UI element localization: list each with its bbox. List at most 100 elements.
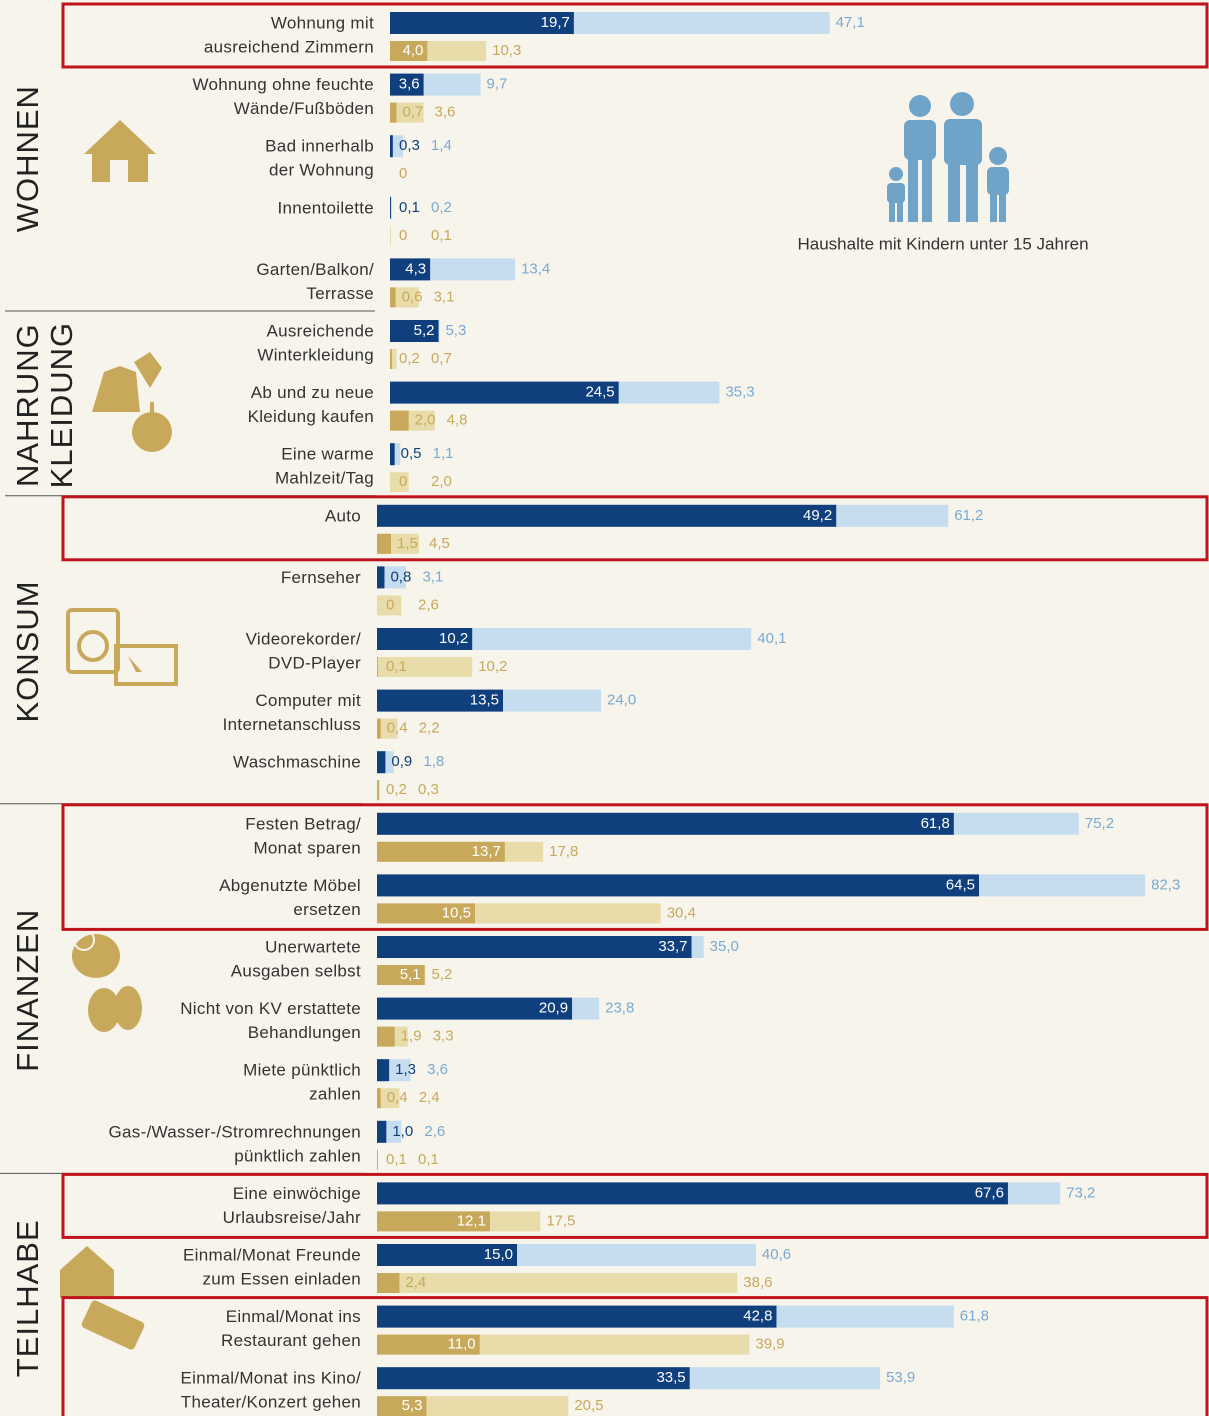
- gold-bar: [377, 1150, 378, 1170]
- gold-bar: [377, 780, 379, 800]
- blue-value: 10,2: [439, 630, 468, 647]
- gold-bar: [390, 103, 397, 123]
- blue-value: 5,2: [414, 322, 435, 339]
- gold-value-light: 3,6: [435, 104, 456, 121]
- item-label: Wände/Fußböden: [234, 99, 374, 118]
- gold-value: 0,1: [386, 1151, 407, 1168]
- gold-value: 2,0: [415, 412, 436, 429]
- section-label: KONSUM: [10, 580, 45, 722]
- gold-bar-light: [377, 1273, 737, 1293]
- item-label: Gas-/Wasser-/Stromrechnungen: [109, 1122, 361, 1141]
- item-label: Abgenutzte Möbel: [219, 876, 361, 895]
- blue-bar: [377, 566, 384, 588]
- chart: Haushalte mit Kindern unter 15 Jahren WO…: [0, 0, 1209, 1416]
- section-label: NAHRUNG: [10, 323, 45, 487]
- item-label: Videorekorder/: [246, 629, 361, 648]
- gold-value-light: 3,3: [433, 1028, 454, 1045]
- gold-value-light: 10,2: [478, 658, 507, 675]
- blue-value-light: 13,4: [521, 260, 550, 277]
- blue-value-light: 2,6: [424, 1123, 445, 1140]
- blue-bar: [390, 382, 619, 404]
- blue-value: 42,8: [743, 1308, 772, 1325]
- gold-value-light: 2,0: [431, 473, 452, 490]
- gold-value-light: 38,6: [743, 1274, 772, 1291]
- item-label: Bad innerhalb: [265, 137, 374, 156]
- gold-value-light: 2,4: [419, 1089, 440, 1106]
- item-label: Urlaubsreise/Jahr: [223, 1208, 361, 1227]
- blue-value: 24,5: [585, 384, 614, 401]
- item-label: Einmal/Monat ins Kino/: [181, 1369, 361, 1388]
- blue-bar: [377, 1182, 1008, 1204]
- blue-value: 33,7: [658, 938, 687, 955]
- section-label: KLEIDUNG: [44, 322, 79, 488]
- item-label: ausreichend Zimmern: [204, 37, 374, 56]
- blue-value-light: 61,2: [954, 507, 983, 524]
- gold-bar: [390, 411, 409, 431]
- blue-value: 15,0: [484, 1246, 513, 1263]
- item-label: Einmal/Monat ins: [226, 1307, 361, 1326]
- gold-value: 2,4: [405, 1274, 426, 1291]
- blue-value-light: 3,6: [427, 1061, 448, 1078]
- blue-value-light: 0,2: [431, 199, 452, 216]
- blue-value: 1,0: [392, 1123, 413, 1140]
- gold-value: 0,2: [386, 781, 407, 798]
- blue-bar: [377, 751, 385, 773]
- item-label: Computer mit: [255, 691, 361, 710]
- gold-value: 0,1: [386, 658, 407, 675]
- gold-value-light: 2,6: [418, 596, 439, 613]
- gold-value-light: 0,1: [418, 1151, 439, 1168]
- section-label: WOHNEN: [10, 85, 45, 232]
- item-label: zahlen: [309, 1085, 361, 1104]
- gold-value-light: 10,3: [492, 42, 521, 59]
- blue-value: 0,1: [399, 199, 420, 216]
- gold-value-light: 4,5: [429, 535, 450, 552]
- item-label: zum Essen einladen: [203, 1269, 362, 1288]
- item-label: Eine einwöchige: [233, 1184, 361, 1203]
- blue-value: 33,5: [656, 1369, 685, 1386]
- gold-bar: [377, 1273, 399, 1293]
- blue-value-light: 35,0: [710, 938, 739, 955]
- blue-value: 49,2: [803, 507, 832, 524]
- item-label: Unerwartete: [265, 937, 361, 956]
- blue-bar: [377, 505, 836, 527]
- blue-value-light: 82,3: [1151, 876, 1180, 893]
- gold-value-light: 20,5: [574, 1397, 603, 1414]
- gold-value: 11,0: [448, 1336, 476, 1353]
- item-label: Ausgaben selbst: [231, 961, 361, 980]
- blue-value: 0,9: [391, 753, 412, 770]
- item-label: Waschmaschine: [233, 753, 361, 772]
- item-label: Restaurant gehen: [221, 1331, 361, 1350]
- blue-value: 19,7: [541, 14, 570, 31]
- item-label: Winterkleidung: [257, 345, 374, 364]
- blue-value-light: 1,1: [433, 445, 454, 462]
- item-label: Theater/Konzert gehen: [181, 1393, 361, 1412]
- blue-value-light: 35,3: [725, 384, 754, 401]
- blue-value-light: 47,1: [836, 14, 865, 31]
- blue-value-light: 61,8: [960, 1308, 989, 1325]
- gold-bar: [377, 719, 381, 739]
- item-label: Garten/Balkon/: [256, 260, 374, 279]
- gold-value-light: 39,9: [755, 1336, 784, 1353]
- gold-value: 0: [386, 596, 394, 613]
- blue-value-light: 40,6: [762, 1246, 791, 1263]
- gold-value-light: 0,1: [431, 227, 452, 244]
- gold-value-light: 0,7: [431, 350, 452, 367]
- blue-value: 67,6: [975, 1184, 1004, 1201]
- gold-value: 1,9: [401, 1028, 422, 1045]
- item-label: Nicht von KV erstattete: [180, 999, 361, 1018]
- item-label: Einmal/Monat Freunde: [183, 1245, 361, 1264]
- item-label: pünktlich zahlen: [234, 1146, 361, 1165]
- gold-bar: [377, 1088, 381, 1108]
- blue-value-light: 3,1: [422, 568, 443, 585]
- blue-value-light: 1,4: [431, 137, 452, 154]
- gold-bar-light: [390, 226, 391, 246]
- blue-value: 0,3: [399, 137, 420, 154]
- gold-value-light: 2,2: [419, 720, 440, 737]
- blue-bar: [377, 1059, 389, 1081]
- item-label: Eine warme: [281, 445, 374, 464]
- gold-bar: [390, 287, 396, 307]
- gold-value-light: 30,4: [667, 904, 696, 921]
- item-label: Ausreichende: [266, 321, 374, 340]
- gold-value: 0,6: [402, 288, 423, 305]
- item-label: Wohnung mit: [271, 13, 374, 32]
